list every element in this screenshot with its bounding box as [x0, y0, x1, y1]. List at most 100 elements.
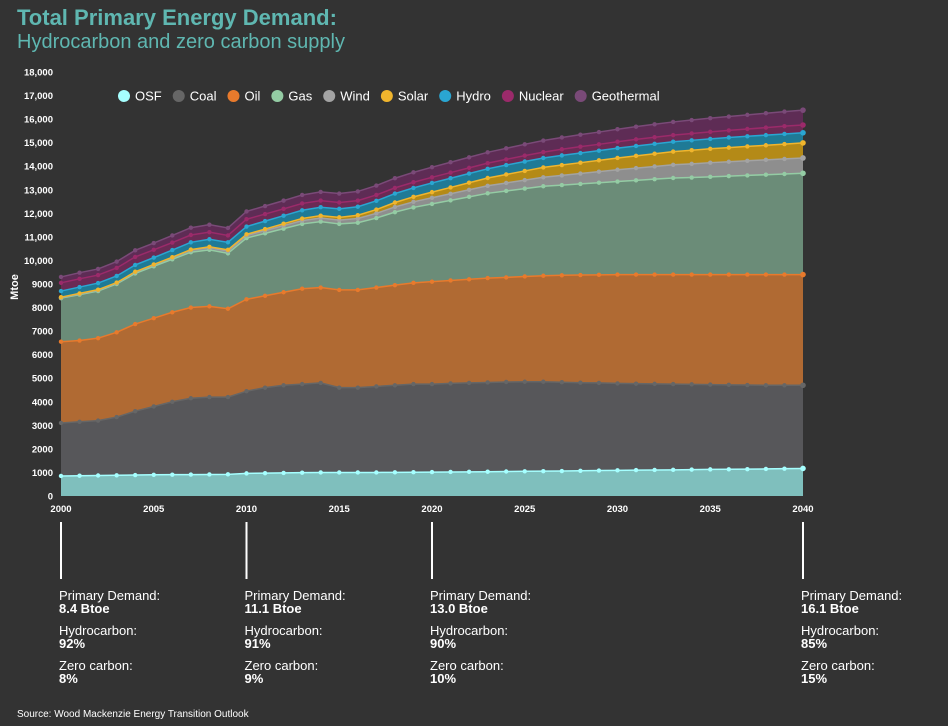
data-point: [615, 272, 620, 277]
data-point: [170, 254, 175, 260]
data-point: [596, 142, 602, 147]
data-point: [207, 237, 212, 242]
data-point: [299, 208, 305, 213]
data-point: [281, 383, 286, 388]
data-point: [95, 272, 101, 278]
data-point: [225, 233, 231, 238]
data-point: [745, 144, 750, 149]
series-points-hydro: [58, 129, 806, 294]
data-point: [429, 195, 435, 200]
legend-swatch: [380, 90, 393, 102]
data-point: [745, 126, 750, 132]
data-point: [670, 149, 676, 154]
data-point: [95, 473, 101, 478]
legend-swatch: [439, 90, 452, 102]
data-point: [337, 200, 342, 205]
data-point: [800, 465, 806, 472]
legend-swatch: [227, 90, 240, 102]
data-point: [541, 184, 546, 189]
annotation-hc-label: Hydrocarbon:: [59, 623, 138, 638]
data-point: [800, 140, 806, 146]
data-point: [448, 381, 453, 386]
data-point: [374, 183, 379, 188]
x-tick-label: 2025: [514, 504, 536, 515]
data-point: [504, 275, 509, 280]
legend-label: Gas: [288, 89, 312, 104]
data-point: [170, 399, 175, 404]
legend-item-osf: OSF: [118, 89, 162, 104]
data-point: [114, 273, 119, 279]
data-point: [745, 466, 750, 472]
data-point: [392, 209, 398, 215]
data-point: [708, 160, 713, 165]
data-point: [151, 247, 156, 253]
data-point: [652, 122, 657, 127]
series-points-osf: [58, 465, 806, 479]
data-point: [541, 155, 546, 161]
data-point: [281, 290, 286, 295]
data-point: [281, 221, 286, 226]
data-point: [596, 148, 602, 153]
data-point: [114, 473, 119, 478]
data-point: [726, 382, 731, 388]
data-point: [170, 247, 175, 253]
data-point: [504, 157, 509, 162]
legend-swatch: [323, 90, 336, 102]
data-point: [207, 229, 212, 235]
data-point: [170, 240, 175, 245]
x-tick-label: 2040: [792, 504, 813, 515]
data-point: [355, 204, 360, 209]
data-point: [77, 473, 82, 478]
data-point: [58, 420, 64, 426]
data-point: [281, 213, 286, 218]
data-point: [374, 192, 379, 198]
data-point: [299, 201, 305, 206]
y-tick-label: 0: [48, 492, 53, 503]
data-point: [578, 171, 583, 176]
annotation-hc: 90%: [430, 636, 457, 651]
data-point: [58, 280, 64, 286]
data-point: [726, 173, 731, 179]
data-point: [77, 276, 82, 282]
data-point: [355, 287, 360, 293]
data-point: [670, 467, 676, 473]
y-tick-label: 7000: [32, 327, 53, 338]
legend-swatch: [501, 90, 514, 102]
y-tick-label: 16,000: [24, 115, 53, 126]
annotation-zc: 10%: [430, 671, 457, 686]
data-point: [392, 204, 398, 210]
data-point: [207, 304, 212, 309]
data-point: [745, 134, 750, 139]
data-point: [615, 145, 620, 151]
data-point: [615, 468, 620, 473]
annotation-hc: 92%: [59, 636, 86, 651]
annotation-2020: Primary Demand: 13.0 Btoe Hydrocarbon: 90% Z…: [430, 589, 531, 694]
annotation-demand-label: Primary Demand:: [244, 588, 346, 603]
data-point: [77, 284, 82, 290]
y-tick-label: 18,000: [24, 68, 53, 79]
data-point: [244, 209, 249, 214]
annotation-hc-label: Hydrocarbon:: [801, 623, 880, 638]
data-point: [745, 382, 750, 388]
data-point: [466, 277, 472, 282]
annotation-2000: Primary Demand: 8.4 Btoe Hydrocarbon: 92% Ze…: [59, 589, 160, 694]
data-point: [763, 383, 769, 388]
data-point: [448, 198, 453, 203]
data-point: [689, 131, 694, 136]
legend-item-coal: Coal: [172, 89, 217, 104]
data-point: [114, 265, 119, 271]
data-point: [559, 273, 565, 278]
data-point: [559, 182, 565, 188]
data-point: [466, 171, 472, 176]
data-point: [559, 162, 565, 168]
data-point: [318, 380, 323, 386]
data-point: [466, 194, 472, 200]
data-point: [782, 109, 787, 114]
data-point: [485, 150, 490, 155]
data-point: [652, 164, 657, 169]
data-point: [448, 170, 453, 175]
data-point: [448, 469, 453, 475]
annotation-2010: Primary Demand: 11.1 Btoe Hydrocarbon: 91% Z…: [245, 589, 346, 694]
data-point: [633, 178, 639, 183]
data-point: [800, 382, 806, 389]
